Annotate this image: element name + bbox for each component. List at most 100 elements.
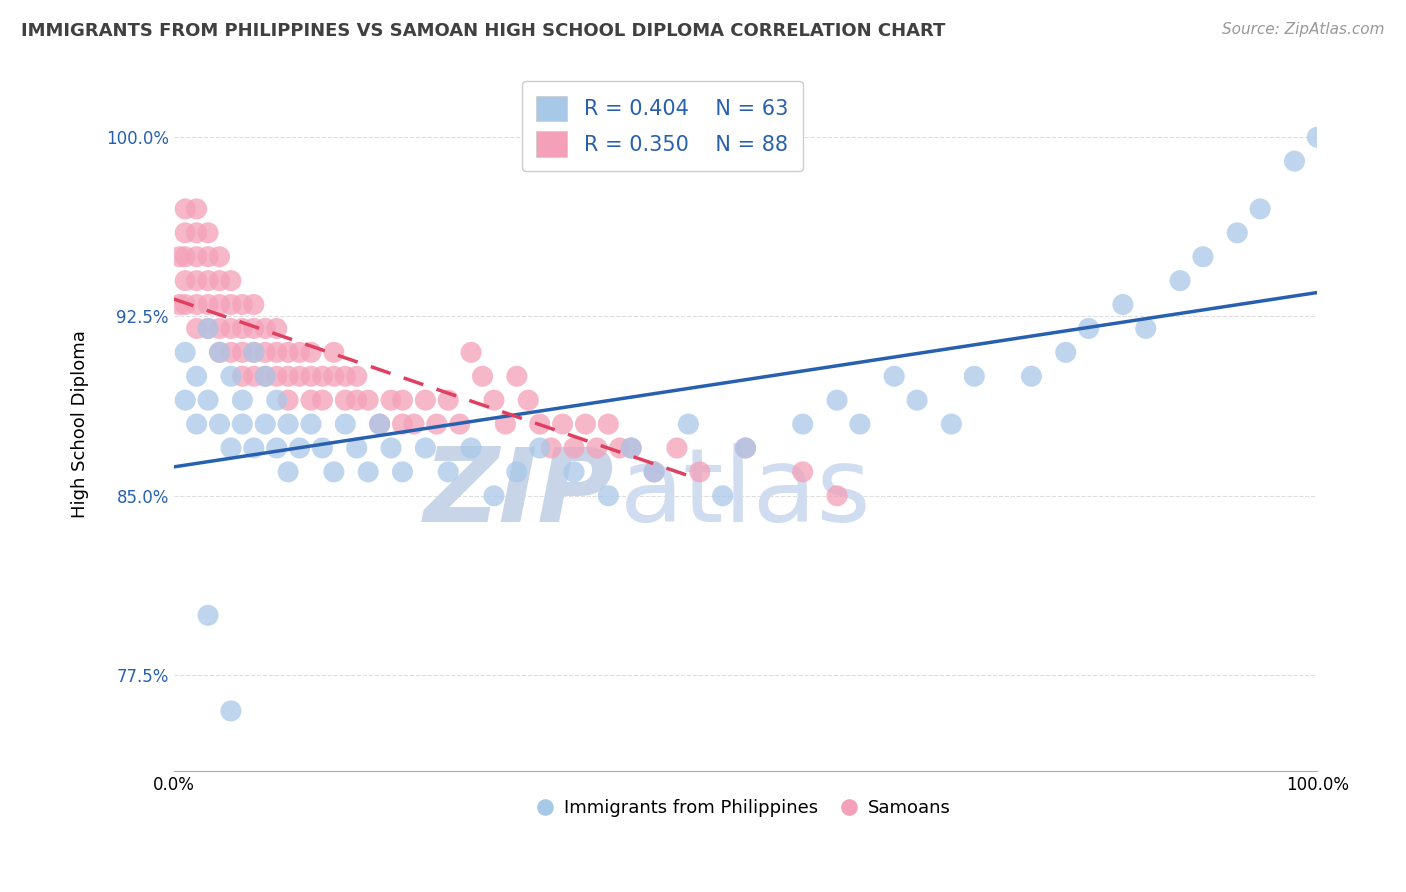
Point <box>665 441 688 455</box>
Point <box>197 226 219 240</box>
Point <box>174 345 197 359</box>
Text: Source: ZipAtlas.com: Source: ZipAtlas.com <box>1222 22 1385 37</box>
Point <box>711 489 734 503</box>
Point <box>208 417 231 431</box>
Point <box>1021 369 1043 384</box>
Point <box>174 202 197 216</box>
Point <box>335 369 357 384</box>
Point <box>169 297 191 311</box>
Point <box>322 369 344 384</box>
Point <box>277 393 299 408</box>
Point <box>322 465 344 479</box>
Point <box>288 369 311 384</box>
Point <box>219 704 242 718</box>
Point <box>219 369 242 384</box>
Point <box>197 393 219 408</box>
Point <box>311 441 333 455</box>
Point <box>1192 250 1215 264</box>
Point <box>540 441 562 455</box>
Point <box>609 441 631 455</box>
Point <box>1077 321 1099 335</box>
Point <box>197 608 219 623</box>
Point <box>208 274 231 288</box>
Point <box>311 393 333 408</box>
Point <box>678 417 700 431</box>
Point <box>277 369 299 384</box>
Point <box>186 417 208 431</box>
Point <box>437 465 460 479</box>
Point <box>335 417 357 431</box>
Point <box>254 345 277 359</box>
Point <box>186 202 208 216</box>
Point <box>186 369 208 384</box>
Point <box>266 321 288 335</box>
Point <box>219 274 242 288</box>
Point <box>1249 202 1271 216</box>
Point <box>277 417 299 431</box>
Text: ZIP: ZIP <box>423 443 614 544</box>
Point <box>219 297 242 311</box>
Point <box>506 369 529 384</box>
Point <box>346 393 368 408</box>
Point <box>426 417 449 431</box>
Point <box>277 465 299 479</box>
Point <box>299 417 322 431</box>
Point <box>883 369 905 384</box>
Point <box>643 465 665 479</box>
Point <box>380 393 402 408</box>
Point <box>1306 130 1329 145</box>
Point <box>243 297 266 311</box>
Point <box>299 369 322 384</box>
Point <box>266 345 288 359</box>
Point <box>529 417 551 431</box>
Point <box>266 369 288 384</box>
Point <box>322 345 344 359</box>
Point <box>219 345 242 359</box>
Point <box>551 417 574 431</box>
Point <box>231 321 253 335</box>
Point <box>941 417 963 431</box>
Point <box>254 321 277 335</box>
Point <box>208 250 231 264</box>
Point <box>254 369 277 384</box>
Point <box>792 465 814 479</box>
Point <box>415 441 437 455</box>
Point <box>620 441 643 455</box>
Point <box>517 393 540 408</box>
Point <box>460 441 482 455</box>
Point <box>1112 297 1135 311</box>
Point <box>598 417 620 431</box>
Point <box>208 297 231 311</box>
Point <box>197 274 219 288</box>
Point <box>254 369 277 384</box>
Point <box>243 345 266 359</box>
Point <box>299 345 322 359</box>
Point <box>368 417 391 431</box>
Point <box>197 250 219 264</box>
Point <box>506 465 529 479</box>
Point <box>562 465 585 479</box>
Point <box>186 250 208 264</box>
Point <box>391 417 413 431</box>
Point <box>415 393 437 408</box>
Point <box>208 345 231 359</box>
Point <box>792 417 814 431</box>
Point <box>734 441 756 455</box>
Point <box>174 250 197 264</box>
Point <box>849 417 872 431</box>
Point <box>1168 274 1191 288</box>
Point <box>169 250 191 264</box>
Point <box>243 441 266 455</box>
Point <box>231 345 253 359</box>
Point <box>357 393 380 408</box>
Point <box>734 441 756 455</box>
Point <box>219 321 242 335</box>
Point <box>243 345 266 359</box>
Point <box>174 226 197 240</box>
Point <box>231 417 253 431</box>
Point <box>620 441 643 455</box>
Point <box>197 321 219 335</box>
Point <box>1054 345 1077 359</box>
Text: IMMIGRANTS FROM PHILIPPINES VS SAMOAN HIGH SCHOOL DIPLOMA CORRELATION CHART: IMMIGRANTS FROM PHILIPPINES VS SAMOAN HI… <box>21 22 945 40</box>
Point <box>335 393 357 408</box>
